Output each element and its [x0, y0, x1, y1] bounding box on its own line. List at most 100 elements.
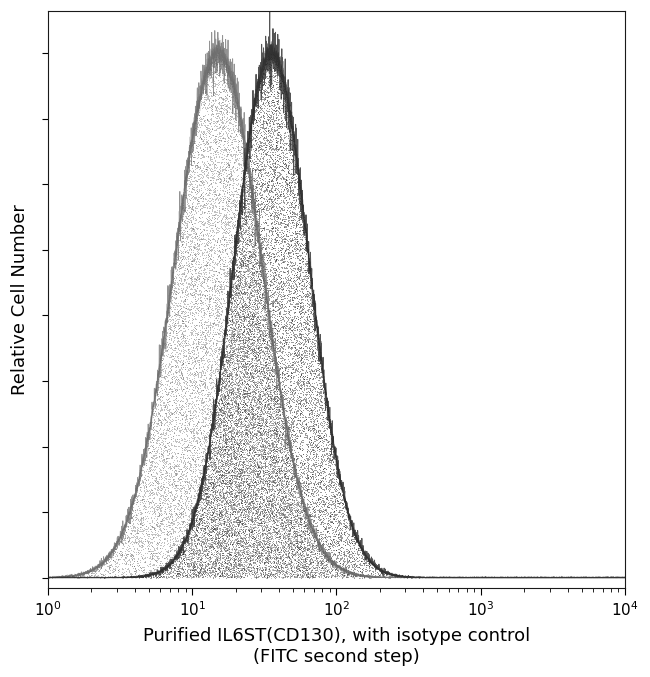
Point [227, 499, 238, 510]
Point [209, 189, 220, 200]
Point [195, 567, 205, 577]
Point [303, 544, 313, 554]
Point [228, 501, 239, 512]
Point [243, 254, 254, 265]
Point [310, 450, 320, 460]
Point [242, 431, 252, 441]
Point [227, 289, 237, 300]
Point [207, 282, 218, 293]
Point [165, 511, 176, 522]
Point [254, 530, 265, 541]
Point [293, 348, 304, 359]
Point [175, 252, 185, 263]
Point [191, 352, 202, 363]
Point [317, 407, 328, 418]
Point [105, 567, 116, 578]
Point [236, 205, 246, 216]
Point [264, 482, 274, 493]
Point [265, 441, 275, 452]
Point [283, 551, 293, 562]
Point [174, 322, 185, 333]
Point [252, 402, 262, 413]
Point [222, 238, 232, 249]
Point [187, 181, 197, 192]
Point [241, 215, 252, 226]
Point [274, 288, 284, 299]
Point [218, 192, 229, 203]
Point [215, 318, 226, 328]
Point [250, 204, 260, 215]
Point [301, 273, 311, 284]
Point [239, 217, 250, 227]
Point [257, 251, 268, 262]
Point [200, 87, 210, 98]
Point [248, 419, 258, 430]
Point [279, 139, 289, 150]
Point [205, 447, 215, 458]
Point [165, 461, 176, 472]
Point [236, 550, 246, 561]
Point [285, 247, 295, 258]
Point [171, 466, 181, 477]
Point [270, 427, 281, 438]
Point [239, 299, 250, 309]
Point [252, 196, 263, 206]
Point [302, 523, 312, 533]
Point [319, 497, 330, 508]
Point [239, 489, 250, 500]
Point [143, 525, 153, 536]
Point [292, 349, 303, 360]
Point [238, 462, 248, 473]
Point [194, 297, 205, 308]
Point [302, 257, 312, 268]
Point [280, 359, 290, 370]
Point [286, 118, 296, 129]
Point [211, 566, 221, 577]
Point [126, 507, 136, 518]
Point [309, 567, 319, 577]
Point [204, 483, 214, 494]
Point [162, 368, 173, 378]
Point [194, 414, 204, 424]
Point [318, 403, 328, 414]
Point [177, 413, 187, 424]
Point [216, 481, 226, 492]
Point [275, 506, 285, 517]
Point [295, 519, 306, 530]
Point [244, 420, 254, 431]
Point [199, 453, 209, 464]
Point [268, 424, 279, 435]
Point [239, 234, 249, 245]
Point [268, 225, 278, 236]
Point [246, 301, 256, 311]
Point [185, 298, 195, 309]
Point [190, 242, 200, 253]
Point [295, 245, 306, 256]
Point [274, 121, 285, 131]
Point [257, 281, 268, 292]
Point [240, 434, 251, 445]
Point [255, 299, 265, 309]
Point [300, 519, 310, 530]
Point [282, 471, 293, 481]
Point [193, 351, 203, 362]
Point [188, 165, 198, 176]
Point [239, 521, 250, 532]
Point [245, 171, 255, 182]
Point [237, 343, 247, 354]
Point [237, 527, 247, 538]
Point [196, 514, 206, 525]
Point [257, 522, 268, 533]
Point [237, 261, 248, 272]
Point [169, 516, 179, 527]
Point [215, 216, 226, 227]
Point [209, 209, 219, 220]
Point [216, 398, 227, 409]
Point [250, 501, 261, 512]
Point [205, 320, 215, 330]
Point [232, 427, 242, 438]
Point [283, 553, 294, 564]
Point [233, 155, 244, 166]
Point [192, 538, 203, 549]
Point [200, 325, 211, 336]
